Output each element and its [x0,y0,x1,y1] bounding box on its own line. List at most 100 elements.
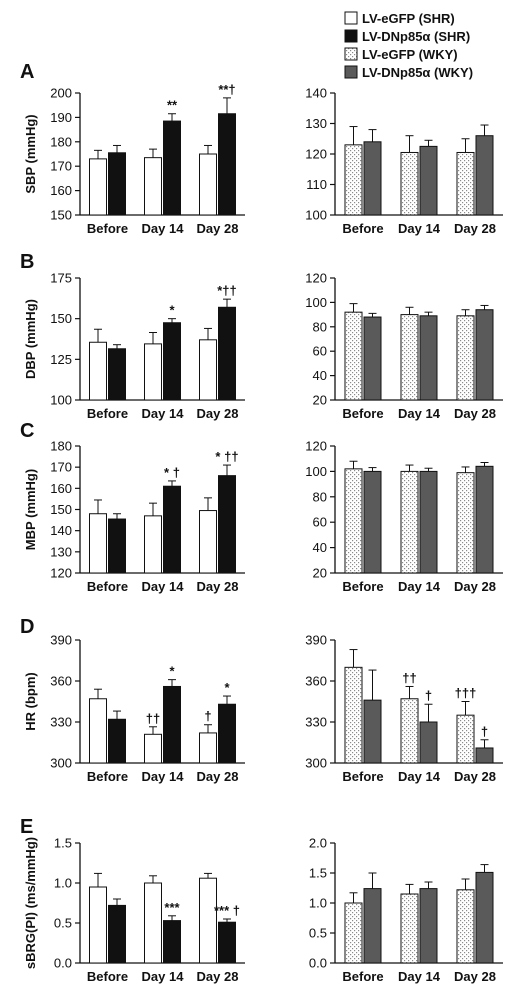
panel-c-left-y-axis-label: MBP (mmHg) [23,469,38,550]
panel-c-left-y-tick-label: 160 [50,481,72,496]
panel-b-right-y-tick-label: 100 [305,295,327,310]
panel-b-left-bar [218,306,236,401]
panel-d-right-y-tick-label: 300 [305,756,327,771]
panel-c-left-bar [144,515,162,574]
panel-b-right-bar [363,316,382,401]
panel-a-right-bar [456,151,475,216]
panel-e-right-y-tick-label: 0.0 [309,956,327,971]
panel-c-right-bar [419,470,438,574]
panel-d-left-significance-label: †† [146,711,160,726]
panel-c-right-category-label: Day 28 [454,579,496,594]
panel-d-right-bar [344,666,363,764]
panel-d-right-bar [400,698,419,764]
panel-c-left-y-tick-label: 150 [50,502,72,517]
panel-a-right-bar [419,145,438,216]
panel-d-left-y-axis-label: HR (bpm) [23,672,38,731]
panel-d-right-y-tick-label: 360 [305,674,327,689]
panel-b-right-bar [419,315,438,401]
panel-d-right-significance-label: †† [402,670,416,685]
legend-label-lv-egfp-wky: LV-eGFP (WKY) [362,47,458,62]
panel-e-left-y-tick-label: 0.5 [54,916,72,931]
legend-item: LV-eGFP (WKY) [344,47,458,62]
panel-d-left-category-label: Day 28 [197,769,239,784]
panel-c-right-chart: 20 40 60 80 100 120 Before Day 14 Day 28 [305,439,503,594]
panel-d-left-bar [199,732,217,764]
legend-item: LV-eGFP (SHR) [344,11,455,26]
panel-e-left-chart: 0.0 0.5 1.0 1.5 sBRG(PI) (ms/mmHg) Before Day … [23,836,245,984]
panel-e-right-y-tick-label: 0.5 [309,926,327,941]
panel-b-right-y-tick-label: 20 [313,393,327,408]
panel-d-right-significance-label: † [425,688,432,703]
panel-b-left-bar [199,339,217,401]
panel-b-right-y-tick-label: 40 [313,368,327,383]
legend-item: LV-DNp85α (SHR) [344,29,470,44]
panel-b-left-chart: 100 125 150 175 DBP (mmHg) Before Day 14 * Day 2… [23,271,245,421]
panel-b-left-y-tick-label: 175 [50,271,72,286]
panel-b-left-bar [89,341,107,401]
panel-a-left-y-tick-label: 170 [50,159,72,174]
panel-c-right-bar [363,470,382,574]
legend: LV-eGFP (SHR) LV-DNp85α (SHR) LV-eGFP (W… [344,11,473,80]
panel-a-left-category-label: Day 14 [142,221,185,236]
panel-d-left-significance-label: * [224,680,230,695]
panel-b-left-y-tick-label: 100 [50,393,72,408]
panel-e-left-y-tick-label: 1.0 [54,876,72,891]
panel-e-right-bar [363,888,382,964]
panel-d-right-bar [475,747,494,764]
panel-d-right-y-tick-label: 330 [305,715,327,730]
panel-c-right-y-tick-label: 40 [313,540,327,555]
panel-b-right-y-tick-label: 60 [313,344,327,359]
panel-d-right-bar [419,721,438,764]
panel-c-right-bar [475,465,494,574]
panel-a-right-chart: 100 110 120 130 140 Before Day 14 Day 28 [305,86,503,236]
panel-c-left-bar [218,475,236,574]
panel-label-e: E [20,816,33,838]
panel-c-left-bar [89,513,107,574]
panel-a-left-y-tick-label: 160 [50,183,72,198]
panel-d-right-category-label: Day 14 [398,769,441,784]
panel-c-left-bar [199,510,217,574]
charts-container: 150 160 170 180 190 200 SBP (mmHg) Before Day 14… [23,82,503,984]
panel-c-right-bar [400,470,419,574]
panel-d-left-y-tick-label: 330 [50,715,72,730]
panel-label-d: D [20,616,34,638]
panel-a-left-y-tick-label: 180 [50,134,72,149]
panel-c-left-category-label: Before [87,579,128,594]
panel-d-right-bar [363,699,382,764]
panel-a-left-chart: 150 160 170 180 190 200 SBP (mmHg) Before Day 14… [23,82,245,236]
panel-a-right-bar [475,135,494,216]
panel-b-left-bar [163,322,181,401]
panel-e-left-bar [108,904,126,964]
panel-a-left-bar [144,157,162,216]
panel-a-left-significance-label: ** [167,98,178,113]
panel-b-left-y-tick-label: 150 [50,311,72,326]
legend-label-lv-dnp85a-shr: LV-DNp85α (SHR) [362,29,470,44]
panel-b-left-bar [144,343,162,401]
panel-b-left-significance-label: *†† [217,283,237,298]
panel-e-left-y-tick-label: 1.5 [54,836,72,851]
panel-c-left-bar [108,518,126,574]
panel-c-right-bar [456,472,475,574]
panel-d-left-category-label: Day 14 [142,769,185,784]
panel-d-right-category-label: Day 28 [454,769,496,784]
panel-c-right-bar [344,468,363,574]
panel-a-left-significance-label: **† [218,82,235,97]
panel-a-right-y-tick-label: 120 [305,147,327,162]
panel-e-left-category-label: Day 28 [197,969,239,984]
panel-e-right-bar [400,893,419,964]
panel-e-right-y-tick-label: 1.0 [309,896,327,911]
panel-b-left-y-tick-label: 125 [50,352,72,367]
panel-c-right-y-tick-label: 20 [313,566,327,581]
panel-e-left-y-axis-label: sBRG(PI) (ms/mmHg) [23,837,38,969]
panel-b-left-category-label: Before [87,406,128,421]
panel-d-right-significance-label: † [481,724,488,739]
panel-b-left-y-axis-label: DBP (mmHg) [23,299,38,379]
panel-d-right-category-label: Before [342,769,383,784]
panel-d-left-bar [218,703,236,764]
panel-c-right-y-tick-label: 100 [305,464,327,479]
panel-a-left-bar [199,153,217,216]
panel-a-left-category-label: Day 28 [197,221,239,236]
panel-e-right-chart: 0.0 0.5 1.0 1.5 2.0 Before Day 14 Day 28 [309,836,503,984]
